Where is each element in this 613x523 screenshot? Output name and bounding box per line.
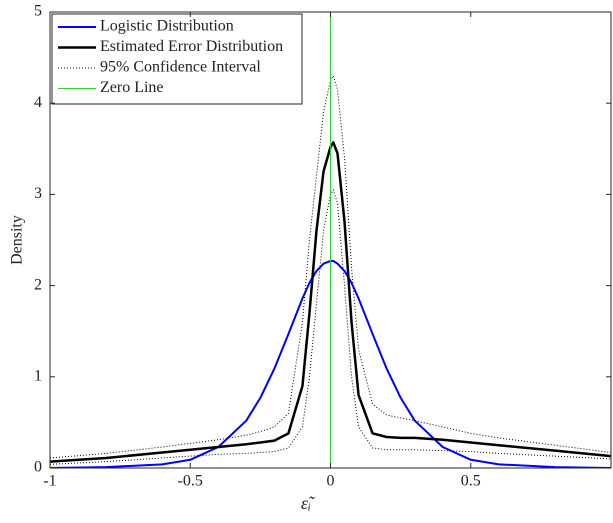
y-tick-label: 2 — [34, 276, 42, 293]
legend-label: Zero Line — [100, 79, 164, 96]
y-tick-label: 0 — [34, 459, 42, 476]
y-tick-label: 3 — [34, 185, 42, 202]
legend-label: Estimated Error Distribution — [100, 38, 283, 55]
series-line — [50, 75, 611, 459]
x-tick-label: 0 — [327, 473, 335, 490]
y-tick-label: 4 — [34, 94, 42, 111]
legend-label: 95% Confidence Interval — [100, 59, 261, 76]
series-line — [50, 189, 611, 465]
x-tick-label: 0.5 — [461, 473, 481, 490]
y-tick-label: 5 — [34, 3, 42, 20]
y-axis-label: Density — [9, 215, 26, 265]
legend-label: Logistic Distribution — [100, 18, 234, 35]
x-tick-label: -0.5 — [178, 473, 203, 490]
series-line — [50, 141, 611, 463]
x-tick-label: -1 — [43, 473, 56, 490]
series-line — [50, 259, 611, 468]
plot-area — [50, 12, 611, 468]
legend: Logistic Distribution Estimated Error Dis… — [51, 13, 303, 105]
y-tick-label: 1 — [34, 367, 42, 384]
